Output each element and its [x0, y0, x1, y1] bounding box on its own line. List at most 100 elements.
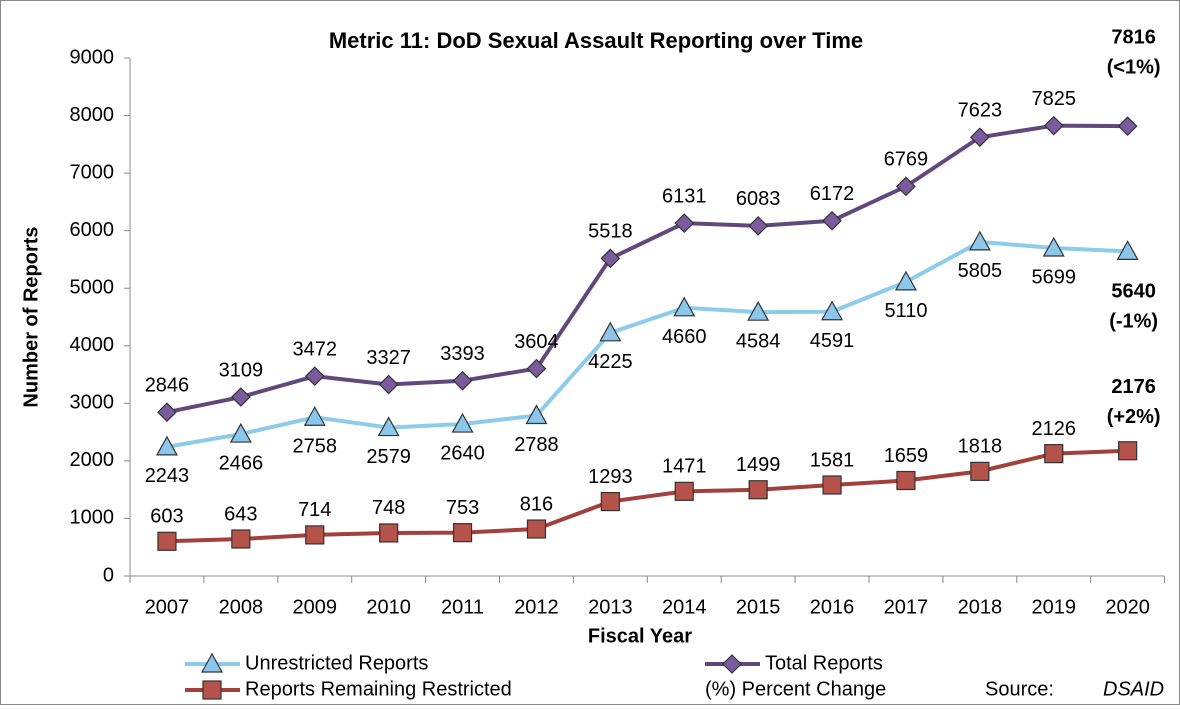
data-label: 3393 — [440, 343, 485, 365]
data-label: 1471 — [662, 456, 707, 478]
data-point — [970, 127, 990, 148]
data-point — [894, 270, 917, 291]
data-label: 2758 — [293, 436, 338, 458]
series-line — [166, 448, 1128, 544]
data-label: 1499 — [736, 454, 781, 476]
legend-label: Unrestricted Reports — [245, 652, 428, 674]
data-label: 6131 — [662, 185, 707, 207]
data-point — [600, 248, 621, 269]
data-point — [896, 470, 916, 491]
x-tick-label: 2014 — [662, 596, 707, 618]
y-axis-title: Number of Reports — [20, 226, 42, 407]
data-point — [968, 230, 991, 251]
x-tick-label: 2020 — [1105, 596, 1150, 618]
data-point — [896, 176, 916, 197]
y-tick-label: 9000 — [70, 46, 115, 68]
data-label: 1293 — [588, 466, 633, 488]
data-point — [821, 300, 844, 321]
y-tick-label: 0 — [103, 564, 114, 586]
data-point — [822, 210, 842, 231]
legend-label: Reports Remaining Restricted — [245, 678, 512, 700]
data-label: 1581 — [810, 449, 855, 471]
data-label: 2579 — [366, 446, 411, 468]
data-label: 1659 — [884, 445, 929, 467]
data-label: 2466 — [219, 452, 264, 474]
y-tick-label: 7000 — [70, 161, 115, 183]
data-label: 4660 — [662, 326, 707, 348]
data-label: 2788 — [514, 434, 559, 456]
x-tick-label: 2018 — [958, 596, 1003, 618]
data-point — [599, 321, 622, 342]
data-label: 3604 — [514, 331, 559, 353]
data-point — [600, 491, 620, 512]
y-tick-label: 4000 — [70, 334, 115, 356]
y-tick-label: 6000 — [70, 219, 115, 241]
chart-title: Metric 11: DoD Sexual Assault Reporting … — [329, 28, 863, 53]
data-label: 5518 — [588, 221, 633, 243]
data-point — [526, 519, 547, 539]
data-point — [377, 416, 400, 437]
data-label: 4591 — [810, 330, 855, 352]
x-tick-label: 2012 — [514, 596, 559, 618]
data-point — [379, 523, 399, 543]
data-point — [1043, 115, 1064, 136]
data-point — [451, 412, 474, 433]
x-tick-label: 2016 — [810, 596, 855, 618]
data-label: 603 — [150, 506, 183, 528]
y-tick-label: 2000 — [70, 449, 115, 471]
data-point — [378, 374, 399, 395]
y-tick-label: 1000 — [70, 507, 115, 529]
data-label: 2243 — [145, 465, 190, 487]
legend-marker — [722, 654, 742, 674]
data-label: 5699 — [1032, 266, 1077, 288]
data-point — [526, 358, 547, 379]
legend-marker — [202, 680, 222, 700]
y-tick-label: 3000 — [70, 392, 115, 414]
data-label: 753 — [446, 497, 479, 519]
data-point — [747, 300, 770, 321]
data-label: 643 — [224, 503, 257, 525]
data-point — [673, 296, 696, 317]
data-point — [970, 461, 990, 481]
data-label: 4225 — [588, 351, 633, 373]
x-tick-label: 2019 — [1032, 596, 1077, 618]
change-legend: (%) Percent Change — [705, 678, 886, 700]
data-label: 3109 — [219, 359, 264, 381]
data-label: 2640 — [440, 442, 485, 464]
x-tick-label: 2009 — [293, 596, 338, 618]
data-label: 5110 — [884, 300, 927, 322]
data-label: 4584 — [736, 330, 781, 352]
data-label: 2176 — [1111, 376, 1156, 398]
data-label: 2126 — [1032, 418, 1077, 440]
x-tick-label: 2011 — [441, 596, 484, 618]
data-label: 3472 — [293, 338, 338, 360]
data-point — [452, 370, 473, 391]
data-label: 7816 — [1111, 26, 1156, 48]
data-point — [157, 402, 177, 423]
x-tick-label: 2010 — [366, 596, 411, 618]
data-point — [303, 406, 326, 426]
data-point — [305, 525, 325, 545]
data-point — [674, 481, 694, 501]
data-label: 2846 — [145, 374, 190, 396]
data-label: 5805 — [958, 260, 1003, 282]
data-point — [304, 366, 325, 387]
change-label: (+2%) — [1107, 406, 1161, 428]
data-label: 7825 — [1032, 88, 1077, 110]
change-label: (<1%) — [1107, 56, 1161, 78]
data-label: 3327 — [366, 347, 411, 369]
data-point — [231, 529, 251, 549]
legend-label: Total Reports — [765, 652, 883, 674]
data-label: 816 — [520, 493, 553, 515]
data-point — [1044, 444, 1064, 464]
data-label: 6172 — [810, 183, 855, 205]
x-tick-label: 2013 — [588, 596, 633, 618]
data-label: 748 — [372, 497, 405, 519]
x-tick-label: 2015 — [736, 596, 781, 618]
data-label: 7623 — [958, 100, 1003, 122]
data-point — [1116, 240, 1139, 260]
data-label: 5640 — [1111, 281, 1156, 303]
data-point — [748, 216, 768, 236]
data-label: 1818 — [958, 436, 1003, 458]
